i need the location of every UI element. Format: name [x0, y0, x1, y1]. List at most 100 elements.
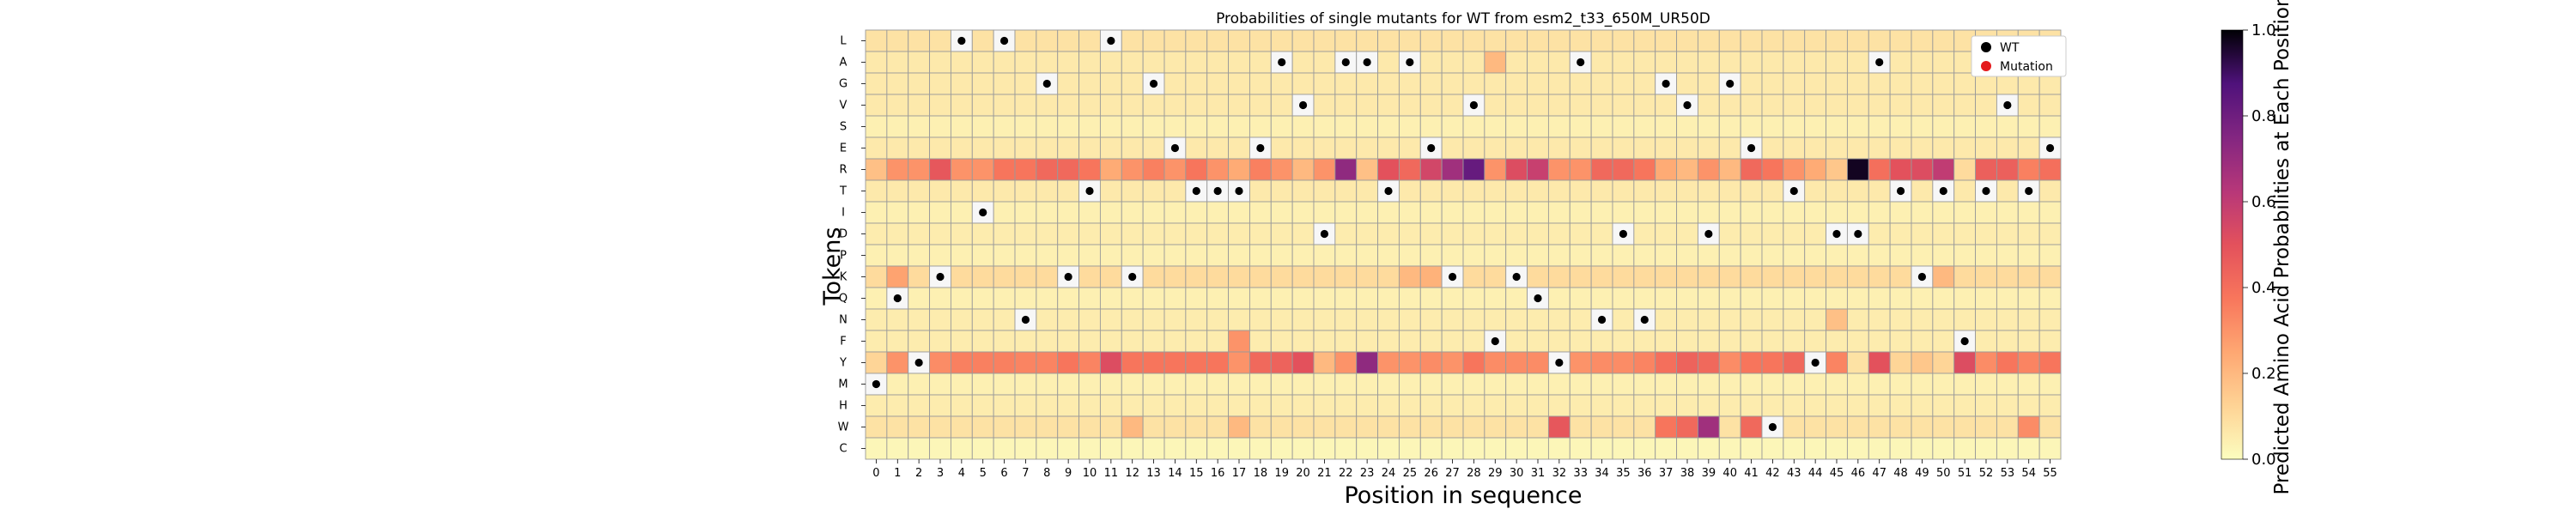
heatmap-cell: [2038, 415, 2062, 439]
wt-marker: [1982, 186, 1990, 196]
heatmap-cell: [1419, 72, 1443, 95]
heatmap-cell: [1419, 330, 1443, 353]
heatmap-cell: [1398, 373, 1421, 396]
heatmap-cell: [1419, 29, 1443, 52]
heatmap-cell: [1868, 29, 1891, 52]
heatmap-cell: [1740, 373, 1763, 396]
heatmap-cell: [908, 115, 931, 138]
heatmap-cell: [886, 29, 909, 52]
heatmap-cell: [1697, 394, 1720, 417]
heatmap-cell: [886, 222, 909, 245]
heatmap-cell: [971, 437, 994, 460]
heatmap-cell: [1206, 222, 1230, 245]
heatmap-cell: [1419, 244, 1443, 267]
heatmap-cell: [908, 265, 931, 288]
heatmap-cell: [1313, 373, 1336, 396]
heatmap-cell: [1826, 72, 1848, 95]
heatmap-cell: [1975, 415, 1997, 439]
heatmap-cell: [2038, 308, 2062, 331]
heatmap-cell: [1633, 201, 1656, 224]
heatmap-cell: [950, 351, 973, 374]
heatmap-cell: [1057, 51, 1080, 74]
heatmap-cell: [1484, 373, 1507, 396]
heatmap-cell: [1569, 351, 1592, 374]
heatmap-cell: [1419, 351, 1443, 374]
heatmap-cell: [1761, 179, 1784, 203]
wt-marker: [1427, 143, 1436, 153]
heatmap-cell: [993, 51, 1016, 74]
heatmap-cell: [1655, 351, 1678, 374]
heatmap-cell: [1590, 265, 1613, 288]
x-tick-label: 19: [1274, 467, 1289, 480]
heatmap-cell: [1185, 415, 1208, 439]
wt-marker: [1192, 186, 1200, 196]
heatmap-cell: [1121, 244, 1144, 267]
heatmap-cell: [1826, 244, 1848, 267]
heatmap-cell: [1313, 94, 1336, 117]
heatmap-cell: [1206, 394, 1230, 417]
heatmap-cell: [865, 51, 888, 74]
heatmap-cell: [1419, 394, 1443, 417]
heatmap-cell: [1206, 265, 1230, 288]
heatmap-cell: [1249, 394, 1272, 417]
y-tick-label: N: [839, 314, 848, 327]
heatmap-cell: [1356, 287, 1379, 310]
heatmap-cell: [1291, 115, 1315, 138]
legend-wt-marker: [1981, 42, 1991, 52]
heatmap-cell: [1185, 72, 1208, 95]
heatmap-cell: [1826, 265, 1848, 288]
heatmap-cell: [1783, 351, 1806, 374]
heatmap-cell: [929, 287, 951, 310]
wt-marker: [1448, 272, 1457, 282]
heatmap-cell: [1270, 373, 1293, 396]
heatmap-cell: [1484, 201, 1507, 224]
heatmap-cell: [1484, 394, 1507, 417]
heatmap-cell: [1697, 287, 1720, 310]
heatmap-cell: [1163, 330, 1187, 353]
heatmap-cell: [929, 437, 951, 460]
heatmap-cell: [993, 94, 1016, 117]
wt-marker: [936, 272, 945, 282]
heatmap-cell: [865, 115, 888, 138]
heatmap-cell: [1590, 351, 1613, 374]
heatmap-cell: [1441, 94, 1464, 117]
heatmap-cell: [1761, 394, 1784, 417]
heatmap-cell: [1142, 373, 1165, 396]
heatmap-cell: [1313, 51, 1336, 74]
heatmap-cell: [971, 330, 994, 353]
heatmap-cell: [1761, 330, 1784, 353]
heatmap-cell: [1185, 201, 1208, 224]
heatmap-cell: [929, 136, 951, 160]
heatmap-cell: [1398, 308, 1421, 331]
heatmap-cell: [1099, 394, 1122, 417]
heatmap-cell: [1569, 308, 1592, 331]
x-tick-label: 53: [2001, 467, 2015, 480]
wt-marker: [1747, 143, 1756, 153]
heatmap-cell: [1655, 136, 1678, 160]
heatmap-cell: [1826, 351, 1848, 374]
heatmap-cell: [1163, 351, 1187, 374]
heatmap-cell: [1014, 373, 1037, 396]
heatmap-cell: [1996, 201, 2019, 224]
legend-mutation-label: Mutation: [2000, 60, 2053, 74]
x-tick-label: 30: [1510, 467, 1524, 480]
heatmap-cell: [1270, 115, 1293, 138]
heatmap-cell: [1356, 201, 1379, 224]
heatmap-cell: [1740, 222, 1763, 245]
heatmap-cell: [1036, 287, 1059, 310]
heatmap-cell: [1868, 136, 1891, 160]
heatmap-cell: [1783, 51, 1806, 74]
heatmap-cell: [1142, 94, 1165, 117]
heatmap-cell: [1676, 437, 1698, 460]
heatmap-cell: [1334, 72, 1358, 95]
heatmap-cell: [2017, 94, 2040, 117]
heatmap-cell: [1697, 179, 1720, 203]
heatmap-cell: [1889, 72, 1912, 95]
heatmap-cell: [1761, 136, 1784, 160]
heatmap-cell: [1228, 415, 1250, 439]
heatmap-cell: [1099, 437, 1122, 460]
heatmap-cell: [1313, 415, 1336, 439]
heatmap-cell: [908, 244, 931, 267]
heatmap-cell: [1953, 351, 1977, 374]
x-tick-label: 18: [1254, 467, 1268, 480]
